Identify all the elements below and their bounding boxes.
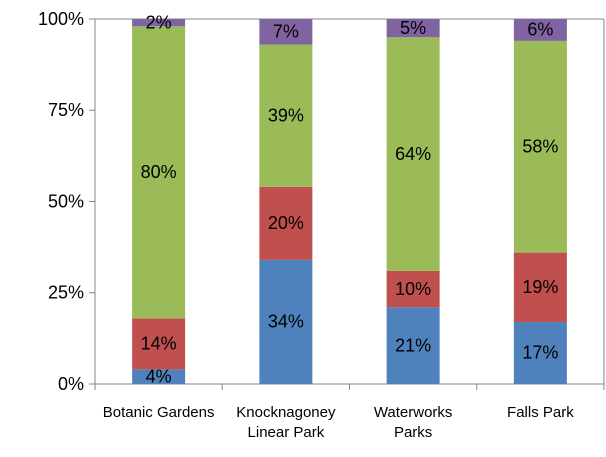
- data-label: 64%: [395, 144, 431, 164]
- data-label: 6%: [527, 20, 553, 40]
- data-label: 80%: [141, 162, 177, 182]
- y-tick-label: 0%: [58, 374, 84, 394]
- bar-segment: [259, 44, 313, 187]
- data-label: 39%: [268, 105, 304, 125]
- bar-segment: [259, 186, 313, 260]
- data-label: 10%: [395, 279, 431, 299]
- bar-segment: [513, 252, 567, 322]
- bar-segment: [259, 259, 313, 384]
- data-label: 17%: [522, 343, 558, 363]
- bar-segment: [386, 37, 440, 271]
- bar-segment: [132, 318, 186, 370]
- y-tick-label: 25%: [48, 283, 84, 303]
- data-label: 34%: [268, 312, 304, 332]
- data-label: 14%: [141, 334, 177, 354]
- x-tick-label: Falls Park: [507, 404, 574, 421]
- bar-segment: [132, 369, 186, 384]
- bar-segment: [132, 19, 186, 27]
- y-tick-label: 100%: [38, 9, 84, 29]
- x-tick-label: Botanic Gardens: [102, 404, 215, 421]
- data-label: 4%: [146, 366, 172, 386]
- x-tick-label: Waterworks Parks: [373, 404, 453, 441]
- bar-segment: [513, 321, 567, 384]
- y-tick-label: 75%: [48, 100, 84, 120]
- bar-segment: [386, 270, 440, 308]
- data-label: 21%: [395, 335, 431, 355]
- data-label: 2%: [146, 12, 172, 32]
- data-label: 58%: [522, 137, 558, 157]
- data-label: 7%: [273, 22, 299, 42]
- data-label: 19%: [522, 277, 558, 297]
- data-label: 5%: [400, 18, 426, 38]
- data-label: 20%: [268, 213, 304, 233]
- bar-segment: [513, 19, 567, 41]
- bar-segment: [386, 307, 440, 384]
- x-tick-label: Knocknagoney Linear Park: [236, 404, 336, 441]
- bar-segment: [513, 40, 567, 253]
- y-tick-label: 50%: [48, 191, 84, 211]
- bar-segment: [132, 26, 186, 319]
- bar-segment: [259, 19, 313, 45]
- bar-segment: [386, 19, 440, 38]
